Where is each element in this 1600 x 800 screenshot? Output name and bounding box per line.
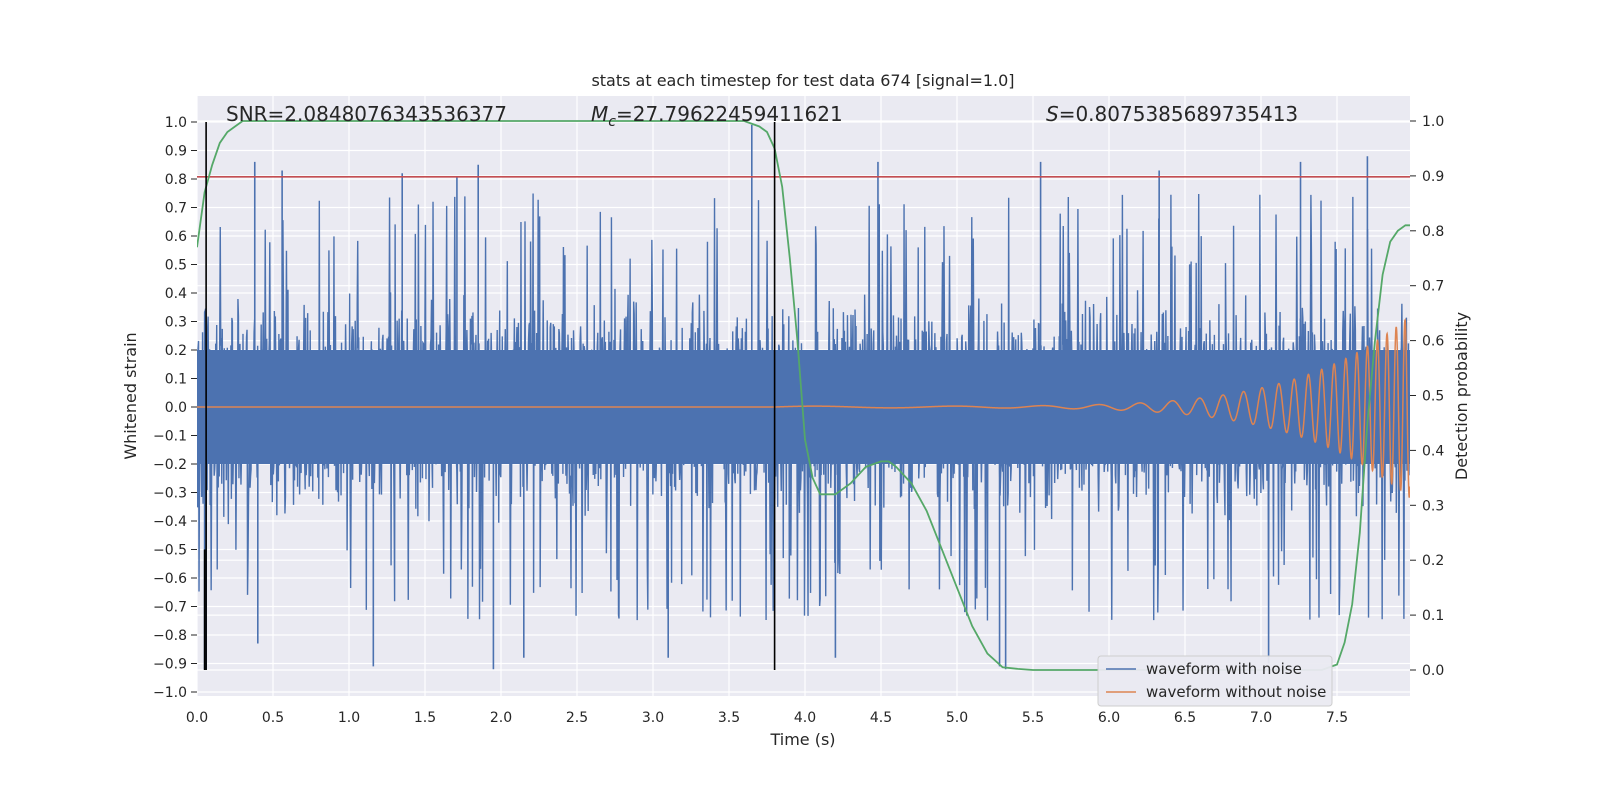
- y2-tick-7: 0.3: [1422, 498, 1444, 514]
- y-tick-8: 0.2: [165, 343, 187, 359]
- y-tick-16: −0.6: [153, 571, 187, 587]
- legend-label-noisy: waveform with noise: [1146, 660, 1302, 678]
- x-tick-3: 1.5: [414, 710, 436, 726]
- y-tick-12: −0.2: [153, 457, 187, 473]
- y2-tick-9: 0.1: [1422, 608, 1444, 624]
- chirp-mass-subscript: c: [608, 114, 616, 130]
- noisy-trace: [197, 193, 1410, 621]
- chart-title: stats at each timestep for test data 674…: [591, 71, 1014, 90]
- clean-trace: [197, 317, 1410, 498]
- x-tick-11: 5.5: [1022, 710, 1044, 726]
- y2-tick-3: 0.7: [1422, 279, 1444, 295]
- statistic-annotation: S=0.8075385689735413: [1046, 102, 1298, 126]
- y-tick-6: 0.4: [165, 286, 187, 302]
- probability-trace: [197, 120, 1410, 671]
- chirp-mass-symbol: M: [591, 102, 608, 126]
- y-tick-2: 0.8: [165, 172, 187, 188]
- y2-tick-10: 0.0: [1422, 663, 1444, 679]
- y-tick-18: −0.8: [153, 628, 187, 644]
- x-tick-7: 3.5: [718, 710, 740, 726]
- x-tick-14: 7.0: [1250, 710, 1272, 726]
- y2-axis-ticks: 1.0 0.9 0.8 0.7 0.6 0.5 0.4 0.3 0.2 0.1 0.0: [1410, 114, 1444, 679]
- y2-tick-8: 0.2: [1422, 553, 1444, 569]
- y-tick-9: 0.1: [165, 372, 187, 388]
- x-tick-13: 6.5: [1174, 710, 1196, 726]
- y2-tick-6: 0.4: [1422, 443, 1444, 459]
- y-tick-13: −0.3: [153, 486, 187, 502]
- statistic-value: =0.8075385689735413: [1059, 102, 1298, 126]
- legend-label-clean: waveform without noise: [1146, 683, 1326, 701]
- y-tick-5: 0.5: [165, 258, 187, 274]
- x-tick-15: 7.5: [1326, 710, 1348, 726]
- y2-tick-1: 0.9: [1422, 169, 1444, 185]
- statistic-symbol: S: [1046, 102, 1059, 126]
- y2-tick-2: 0.8: [1422, 224, 1444, 240]
- y-tick-1: 0.9: [165, 144, 187, 160]
- y-tick-11: −0.1: [153, 429, 187, 445]
- y-tick-10: 0.0: [165, 400, 187, 416]
- y-axis-label: Whitened strain: [121, 332, 140, 459]
- y-tick-20: −1.0: [153, 685, 187, 701]
- y-tick-0: 1.0: [165, 115, 187, 131]
- y-tick-7: 0.3: [165, 315, 187, 331]
- y-tick-15: −0.5: [153, 543, 187, 559]
- y-tick-17: −0.7: [153, 600, 187, 616]
- x-tick-10: 5.0: [946, 710, 968, 726]
- y2-axis-label: Detection probability: [1452, 312, 1471, 480]
- series-detection-probability: [197, 120, 1410, 671]
- snr-annotation: SNR=2.0848076343536377: [226, 102, 507, 126]
- x-tick-5: 2.5: [566, 710, 588, 726]
- x-tick-12: 6.0: [1098, 710, 1120, 726]
- y-tick-4: 0.6: [165, 229, 187, 245]
- x-tick-6: 3.0: [642, 710, 664, 726]
- x-tick-4: 2.0: [490, 710, 512, 726]
- x-tick-1: 0.5: [262, 710, 284, 726]
- series-waveform-without-noise: [197, 317, 1410, 498]
- legend-box: [1097, 655, 1333, 707]
- y-tick-14: −0.4: [153, 514, 187, 530]
- x-axis-label: Time (s): [769, 730, 835, 749]
- y-tick-3: 0.7: [165, 201, 187, 217]
- x-tick-9: 4.5: [870, 710, 892, 726]
- x-tick-0: 0.0: [186, 710, 208, 726]
- legend: waveform with noise waveform without noi…: [1097, 655, 1333, 707]
- event-markers: [203, 122, 776, 670]
- x-tick-2: 1.0: [338, 710, 360, 726]
- y-tick-19: −0.9: [153, 657, 187, 673]
- x-axis-ticks: 0.0 0.5 1.0 1.5 2.0 2.5 3.0 3.5 4.0 4.5 5.0 5.5 6.0 6…: [186, 710, 1348, 726]
- y2-tick-5: 0.5: [1422, 389, 1444, 405]
- chirp-mass-value: =27.79622459411621: [616, 102, 843, 126]
- x-tick-8: 4.0: [794, 710, 816, 726]
- y2-tick-4: 0.6: [1422, 334, 1444, 350]
- y2-tick-0: 1.0: [1422, 114, 1444, 130]
- y-axis-ticks: 1.0 0.9 0.8 0.7 0.6 0.5 0.4 0.3 0.2 0.1 0.0 −0.1 −0.…: [153, 115, 197, 701]
- chirp-mass-annotation: Mc=27.79622459411621: [591, 102, 843, 130]
